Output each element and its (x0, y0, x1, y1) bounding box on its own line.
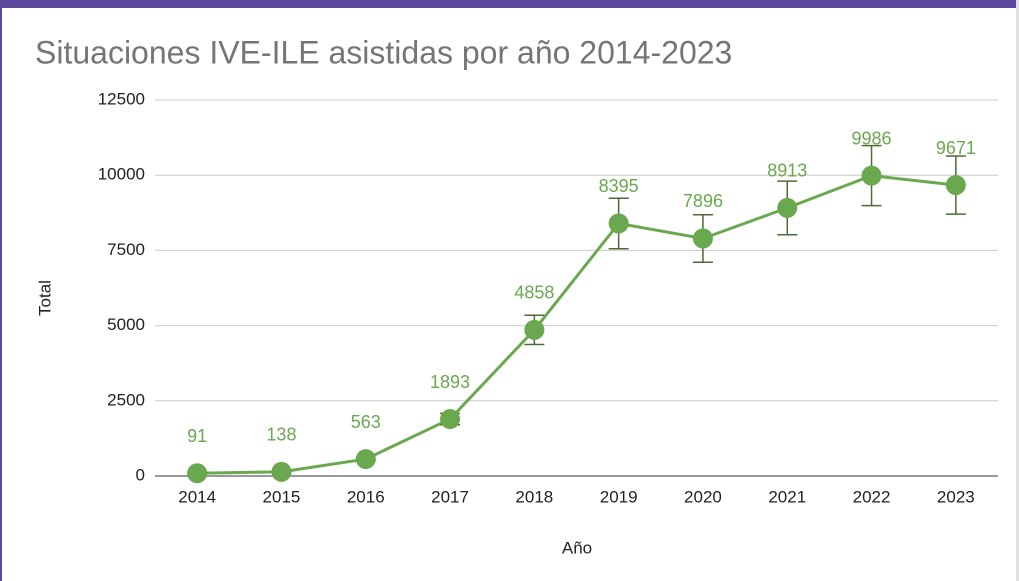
data-label: 8913 (767, 161, 807, 181)
y-axis-label: Total (35, 280, 54, 316)
marker (777, 197, 798, 218)
x-tick-label: 2018 (515, 487, 553, 506)
marker (271, 461, 292, 482)
top-border (0, 0, 1019, 8)
marker (355, 449, 376, 470)
x-tick-label: 2019 (600, 487, 638, 506)
x-tick-label: 2016 (347, 487, 385, 506)
marker (861, 165, 882, 186)
marker (187, 463, 208, 484)
left-border (0, 0, 2, 581)
data-label: 1893 (430, 372, 470, 392)
x-tick-label: 2015 (263, 487, 301, 506)
marker (440, 409, 461, 430)
data-label: 4858 (514, 283, 554, 303)
x-tick-label: 2023 (937, 487, 975, 506)
y-tick-label: 2500 (107, 390, 145, 409)
data-label: 9671 (936, 138, 976, 158)
x-tick-label: 2017 (431, 487, 469, 506)
line (197, 174, 957, 475)
data-label: 563 (351, 412, 381, 432)
data-label: 8395 (599, 176, 639, 196)
data-label: 7896 (683, 191, 723, 211)
right-border (1016, 0, 1019, 581)
x-tick-label: 2020 (684, 487, 722, 506)
y-tick-label: 7500 (107, 240, 145, 259)
data-label: 9986 (852, 128, 892, 148)
x-axis-label: Año (562, 538, 592, 557)
y-tick-label: 10000 (98, 165, 145, 184)
marker (524, 319, 545, 340)
marker (945, 175, 966, 196)
y-tick-label: 12500 (98, 89, 145, 108)
marker (608, 213, 629, 234)
chart-title: Situaciones IVE-ILE asistidas por año 20… (35, 34, 732, 70)
x-tick-label: 2014 (178, 487, 216, 506)
data-label: 91 (187, 426, 207, 446)
y-tick-label: 5000 (107, 315, 145, 334)
marker (692, 228, 713, 249)
x-tick-label: 2021 (768, 487, 806, 506)
x-tick-label: 2022 (853, 487, 891, 506)
y-tick-label: 0 (136, 465, 145, 484)
data-label: 138 (266, 425, 296, 445)
